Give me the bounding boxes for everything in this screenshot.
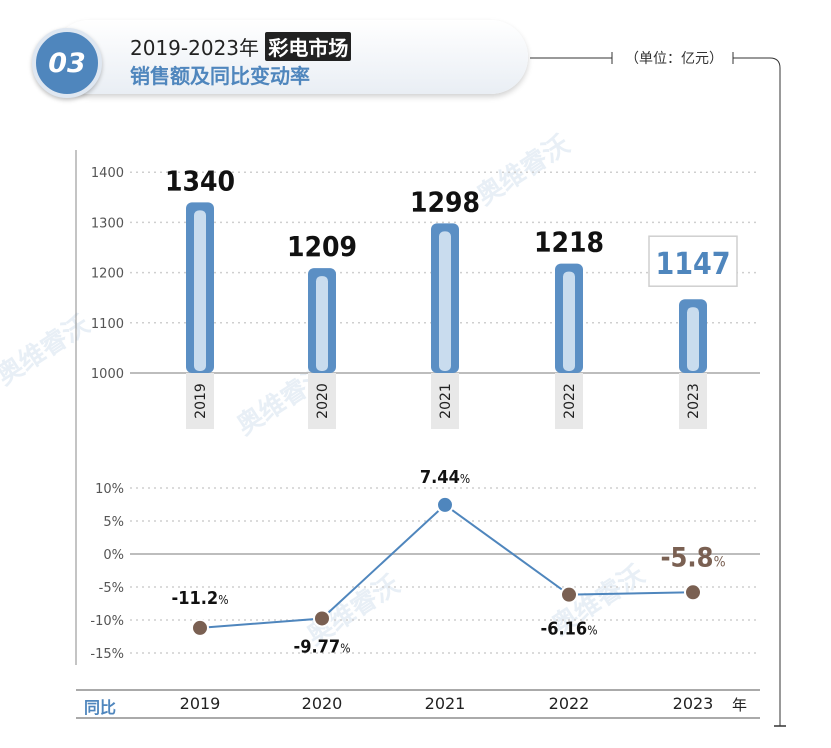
point-value-percent: %	[460, 472, 470, 486]
chart-title-line1: 2019-2023年 彩电市场	[130, 32, 352, 61]
year-base	[431, 373, 459, 429]
line-y-tick-label: 0%	[103, 548, 124, 563]
bar-y-tick-label: 1400	[91, 166, 124, 181]
data-point	[438, 497, 452, 512]
data-point	[315, 611, 329, 626]
bar-category-label: 2019	[193, 383, 209, 419]
bar-highlight	[194, 210, 206, 371]
unit-connector-right	[733, 57, 781, 726]
point-value-percent: %	[714, 554, 726, 570]
bar-highlight	[316, 276, 328, 371]
bar-y-tick-label: 1100	[91, 317, 124, 332]
bar-value-label: 1218	[534, 226, 604, 259]
point-value-percent: %	[340, 641, 350, 655]
year-base	[186, 373, 214, 429]
bar-value-label: 1209	[287, 230, 357, 263]
bar-value-label: 1147	[655, 247, 730, 282]
footer-year-label: 2021	[424, 694, 466, 713]
chart-title-line2: 销售额及同比变动率	[130, 64, 310, 88]
point-value-number: 7.44	[420, 467, 460, 488]
footer-unit-label: 年	[732, 696, 748, 714]
bar-category-label: 2021	[438, 383, 454, 419]
bar-highlight	[687, 307, 699, 371]
bar-highlight	[439, 231, 451, 371]
bar-y-tick-label: 1200	[91, 267, 124, 282]
bar-y-tick-label: 1000	[91, 367, 124, 382]
footer-year-label: 2019	[179, 694, 221, 713]
footer-year-label: 2022	[548, 694, 590, 713]
unit-label: （单位：亿元）	[625, 51, 723, 67]
title-years: 2019-2023年	[130, 36, 260, 60]
point-value-number: -11.2	[172, 588, 219, 609]
point-value-number: -5.8	[660, 542, 713, 573]
value-callout-box	[648, 235, 738, 287]
point-value-number: -9.77	[294, 636, 341, 657]
data-point	[562, 587, 576, 602]
bar-y-tick-label: 1300	[91, 216, 124, 231]
bar-category-label: 2020	[315, 383, 331, 419]
year-base	[679, 373, 707, 429]
bar-highlight	[563, 271, 575, 371]
year-base	[308, 373, 336, 429]
title-highlight: 彩电市场	[265, 32, 352, 61]
line-y-tick-label: -15%	[90, 647, 124, 662]
year-base	[555, 373, 583, 429]
yoy-series-line	[199, 503, 694, 629]
line-y-tick-label: 10%	[95, 482, 124, 497]
point-value-label: -9.77%	[294, 636, 351, 657]
point-value-number: -6.16	[541, 619, 588, 640]
bar-category-label: 2023	[686, 383, 702, 419]
point-value-label: 7.44%	[420, 467, 470, 488]
footer-yoy-label: 同比	[84, 698, 117, 717]
point-value-label: -6.16%	[541, 619, 598, 640]
data-point	[686, 585, 700, 600]
bar-category-label: 2022	[562, 383, 578, 419]
point-value-label: -11.2%	[172, 588, 229, 609]
bar-value-label: 1298	[410, 185, 480, 218]
point-value-label: -5.8%	[660, 542, 725, 573]
point-value-percent: %	[587, 624, 597, 638]
line-y-tick-label: -5%	[99, 581, 124, 596]
point-value-percent: %	[218, 593, 228, 607]
footer-year-label: 2023	[672, 694, 714, 713]
line-y-tick-label: -10%	[90, 614, 124, 629]
section-number-badge: 03	[32, 28, 102, 98]
line-y-tick-label: 5%	[103, 515, 124, 530]
bar-value-label: 1340	[165, 164, 235, 197]
data-point	[193, 620, 207, 635]
footer-year-label: 2020	[301, 694, 343, 713]
